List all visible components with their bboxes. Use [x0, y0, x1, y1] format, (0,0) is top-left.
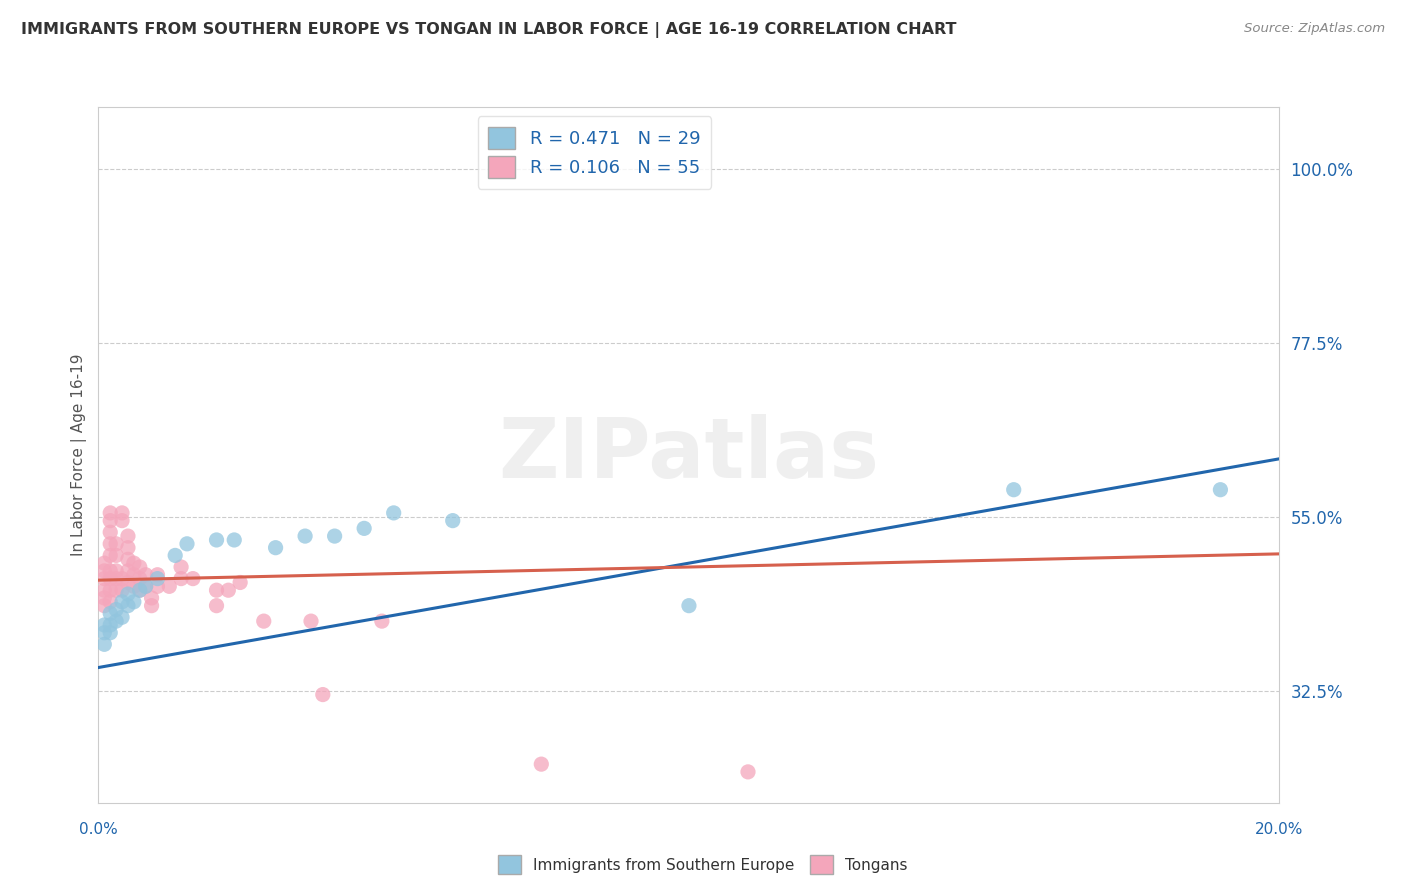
- Point: [382, 506, 405, 520]
- Point: [105, 572, 128, 586]
- Point: [111, 610, 134, 624]
- Point: [117, 599, 139, 613]
- Point: [98, 506, 121, 520]
- Text: Source: ZipAtlas.com: Source: ZipAtlas.com: [1244, 22, 1385, 36]
- Point: [93, 564, 115, 578]
- Point: [93, 625, 115, 640]
- Point: [122, 595, 145, 609]
- Point: [176, 537, 198, 551]
- Point: [181, 572, 204, 586]
- Point: [105, 614, 128, 628]
- Text: 0.0%: 0.0%: [79, 822, 118, 837]
- Point: [98, 537, 121, 551]
- Point: [253, 614, 276, 628]
- Point: [157, 579, 180, 593]
- Point: [122, 556, 145, 570]
- Point: [93, 591, 115, 605]
- Point: [128, 583, 150, 598]
- Point: [111, 595, 134, 609]
- Point: [93, 618, 115, 632]
- Point: [111, 506, 134, 520]
- Point: [98, 564, 121, 578]
- Point: [205, 583, 228, 598]
- Point: [98, 595, 121, 609]
- Point: [264, 541, 287, 555]
- Point: [323, 529, 346, 543]
- Point: [146, 579, 169, 593]
- Point: [117, 541, 139, 555]
- Point: [111, 572, 134, 586]
- Point: [229, 575, 252, 590]
- Point: [111, 514, 134, 528]
- Point: [170, 560, 193, 574]
- Point: [111, 583, 134, 598]
- Point: [117, 575, 139, 590]
- Point: [98, 525, 121, 540]
- Point: [93, 556, 115, 570]
- Point: [371, 614, 394, 628]
- Point: [98, 583, 121, 598]
- Point: [530, 757, 553, 772]
- Point: [105, 583, 128, 598]
- Point: [93, 583, 115, 598]
- Point: [294, 529, 316, 543]
- Point: [105, 537, 128, 551]
- Point: [117, 587, 139, 601]
- Point: [117, 552, 139, 566]
- Point: [146, 572, 169, 586]
- Point: [117, 529, 139, 543]
- Point: [141, 591, 163, 605]
- Point: [224, 533, 246, 547]
- Point: [98, 549, 121, 563]
- Point: [128, 560, 150, 574]
- Point: [135, 579, 157, 593]
- Point: [1209, 483, 1232, 497]
- Point: [205, 533, 228, 547]
- Point: [105, 549, 128, 563]
- Point: [217, 583, 239, 598]
- Point: [105, 602, 128, 616]
- Point: [98, 514, 121, 528]
- Point: [93, 599, 115, 613]
- Point: [1002, 483, 1025, 497]
- Point: [128, 583, 150, 598]
- Legend: R = 0.471   N = 29, R = 0.106   N = 55: R = 0.471 N = 29, R = 0.106 N = 55: [478, 116, 711, 189]
- Point: [98, 625, 121, 640]
- Point: [98, 618, 121, 632]
- Legend: Immigrants from Southern Europe, Tongans: Immigrants from Southern Europe, Tongans: [492, 849, 914, 880]
- Point: [146, 567, 169, 582]
- Point: [353, 521, 375, 535]
- Point: [312, 688, 335, 702]
- Text: IMMIGRANTS FROM SOUTHERN EUROPE VS TONGAN IN LABOR FORCE | AGE 16-19 CORRELATION: IMMIGRANTS FROM SOUTHERN EUROPE VS TONGA…: [21, 22, 956, 38]
- Point: [205, 599, 228, 613]
- Point: [165, 549, 187, 563]
- Point: [135, 579, 157, 593]
- Text: ZIPatlas: ZIPatlas: [499, 415, 879, 495]
- Point: [122, 567, 145, 582]
- Point: [678, 599, 700, 613]
- Y-axis label: In Labor Force | Age 16-19: In Labor Force | Age 16-19: [72, 353, 87, 557]
- Point: [105, 564, 128, 578]
- Point: [98, 572, 121, 586]
- Point: [117, 564, 139, 578]
- Point: [135, 567, 157, 582]
- Point: [128, 572, 150, 586]
- Point: [441, 514, 464, 528]
- Point: [93, 572, 115, 586]
- Point: [737, 764, 759, 779]
- Text: 20.0%: 20.0%: [1256, 822, 1303, 837]
- Point: [299, 614, 322, 628]
- Point: [141, 599, 163, 613]
- Point: [170, 572, 193, 586]
- Point: [93, 637, 115, 651]
- Point: [122, 579, 145, 593]
- Point: [98, 607, 121, 621]
